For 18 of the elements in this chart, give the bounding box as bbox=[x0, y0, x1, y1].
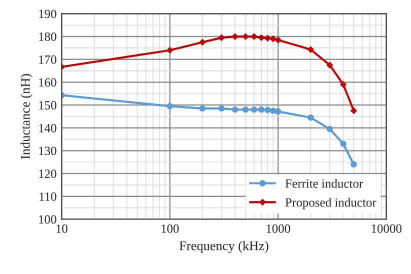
y-axis-title: Inductance (nH) bbox=[20, 74, 32, 160]
y-tick-label: 110 bbox=[40, 192, 56, 201]
y-tick-label: 130 bbox=[39, 146, 56, 156]
x-tick-label: 100 bbox=[162, 224, 179, 233]
y-tick-label: 180 bbox=[39, 32, 56, 41]
y-tick-label: 160 bbox=[39, 78, 56, 87]
y-tick-label: 170 bbox=[39, 55, 56, 64]
legend-label: Proposed inductor bbox=[285, 198, 376, 210]
x-tick-label: 1000 bbox=[266, 224, 290, 233]
y-tick-label: 140 bbox=[39, 124, 56, 132]
legend-label: Ferrite inductor bbox=[285, 178, 364, 188]
x-tick-label: 10 bbox=[56, 224, 68, 233]
x-tick-label: 10000 bbox=[372, 224, 402, 233]
y-tick-label: 120 bbox=[39, 170, 56, 178]
y-tick-label: 190 bbox=[39, 10, 56, 18]
y-tick-label: 150 bbox=[39, 101, 56, 110]
x-axis-title: Frequency (kHz) bbox=[179, 240, 268, 253]
y-tick-label: 100 bbox=[39, 215, 56, 224]
